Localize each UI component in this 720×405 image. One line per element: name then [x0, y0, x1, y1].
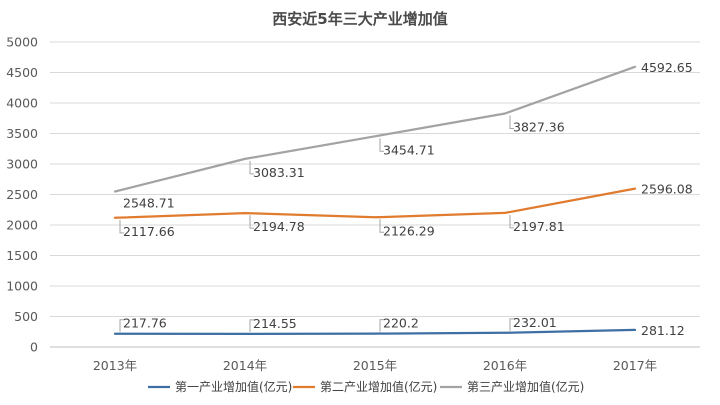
chart-title: 西安近5年三大产业增加值	[272, 10, 447, 28]
y-tick-label: 3000	[6, 157, 38, 172]
data-label: 2126.29	[383, 223, 435, 238]
data-label-group: 220.2	[379, 316, 419, 332]
data-label-group: 2194.78	[249, 215, 305, 234]
y-tick-label: 1500	[6, 248, 38, 263]
data-label-leader	[249, 215, 254, 229]
data-label: 3454.71	[383, 142, 435, 157]
data-label: 232.01	[513, 315, 557, 330]
data-label-leader	[249, 160, 254, 175]
data-label-group: 2117.66	[119, 219, 175, 239]
data-label: 2194.78	[253, 219, 305, 234]
y-tick-label: 4500	[6, 65, 38, 80]
data-label-group: 2596.08	[641, 182, 693, 197]
y-tick-label: 5000	[6, 35, 38, 50]
data-label: 217.76	[123, 316, 167, 331]
x-tick-label: 2017年	[613, 358, 657, 373]
y-tick-label: 4000	[6, 96, 38, 111]
gridlines	[50, 41, 700, 348]
x-tick-label: 2014年	[223, 358, 267, 373]
data-label: 2197.81	[513, 219, 565, 234]
data-label-group: 2548.71	[123, 196, 175, 211]
data-label-group: 3083.31	[249, 160, 305, 180]
y-tick-label: 3500	[6, 126, 38, 141]
data-label: 4592.65	[641, 60, 693, 75]
legend-label: 第二产业增加值(亿元)	[320, 379, 437, 394]
data-label-group: 281.12	[641, 323, 685, 338]
data-label: 3827.36	[513, 120, 565, 135]
data-label-group: 4592.65	[641, 60, 693, 75]
data-label: 281.12	[641, 323, 685, 338]
data-labels: 217.76 214.55 220.2 232.01 281.12 2117.66 2194…	[119, 60, 693, 338]
data-label: 2548.71	[123, 196, 175, 211]
data-label-leader	[119, 219, 124, 234]
series-lines	[113, 65, 637, 336]
legend-label: 第三产业增加值(亿元)	[467, 379, 584, 394]
y-tick-label: 2000	[6, 218, 38, 233]
data-label-leader	[509, 214, 514, 229]
data-label: 2596.08	[641, 182, 693, 197]
data-label-group: 214.55	[249, 316, 297, 332]
y-tick-label: 2500	[6, 187, 38, 202]
data-label: 2117.66	[123, 224, 175, 239]
y-axis-ticks: 0 500 1000 1500 2000 2500 3000 3500 4000 4500 5000	[6, 35, 38, 355]
series-line-3	[113, 65, 637, 193]
data-label-leader	[379, 138, 384, 152]
data-label-leader	[509, 318, 514, 331]
data-label-group: 232.01	[509, 315, 557, 331]
data-label-leader	[119, 319, 124, 332]
y-tick-label: 1000	[6, 279, 38, 294]
data-label-leader	[249, 319, 254, 332]
y-tick-label: 0	[30, 340, 38, 355]
x-tick-label: 2015年	[353, 358, 397, 373]
data-label: 3083.31	[253, 165, 305, 180]
data-label-group: 3827.36	[509, 115, 565, 135]
legend-label: 第一产业增加值(亿元)	[175, 379, 292, 394]
x-tick-label: 2013年	[93, 358, 137, 373]
data-label-group: 2126.29	[379, 219, 435, 238]
data-label-group: 217.76	[119, 316, 167, 332]
data-label-group: 3454.71	[379, 138, 435, 157]
legend: 第一产业增加值(亿元) 第二产业增加值(亿元) 第三产业增加值(亿元)	[148, 379, 584, 394]
data-label-leader	[509, 115, 514, 130]
x-tick-label: 2016年	[483, 358, 527, 373]
series-line-2	[113, 187, 637, 219]
data-label: 214.55	[253, 316, 297, 331]
data-label: 220.2	[383, 316, 419, 331]
data-label-group: 2197.81	[509, 214, 565, 234]
y-tick-label: 500	[14, 309, 38, 324]
data-label-leader	[379, 319, 384, 332]
x-axis-ticks: 2013年 2014年 2015年 2016年 2017年	[93, 358, 657, 373]
data-label-leader	[379, 219, 384, 233]
series-line-1	[113, 328, 637, 336]
